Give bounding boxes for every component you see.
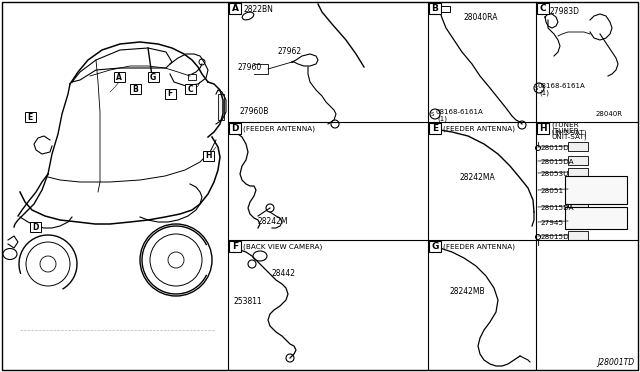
Bar	[429, 241, 441, 252]
Circle shape	[199, 59, 205, 65]
Text: 28242M: 28242M	[258, 217, 289, 226]
Bar	[229, 3, 241, 14]
Text: C: C	[187, 84, 193, 93]
Text: 27983D: 27983D	[549, 7, 579, 16]
Bar	[429, 3, 441, 14]
Circle shape	[286, 354, 294, 362]
Text: 28051: 28051	[540, 188, 563, 194]
Text: 27960B: 27960B	[240, 107, 269, 116]
Text: 28053U: 28053U	[540, 171, 568, 177]
Text: J28001TD: J28001TD	[597, 358, 634, 367]
Text: 08168-6161A: 08168-6161A	[537, 83, 585, 89]
Ellipse shape	[26, 242, 70, 286]
Text: F: F	[232, 242, 238, 251]
Text: 28442: 28442	[272, 269, 296, 278]
Circle shape	[536, 234, 541, 240]
Circle shape	[150, 234, 202, 286]
Bar	[568, 156, 588, 165]
Bar	[568, 217, 588, 226]
Bar	[537, 3, 549, 14]
Text: 28040R: 28040R	[596, 111, 623, 117]
Text: D: D	[32, 222, 38, 231]
Bar	[164, 89, 175, 99]
Text: 28015DA: 28015DA	[540, 205, 573, 211]
Text: (FEEDER ANTENNA): (FEEDER ANTENNA)	[443, 243, 515, 250]
Bar	[565, 207, 627, 229]
Bar	[229, 123, 241, 134]
Bar	[568, 185, 588, 194]
Text: UNIT-SAT): UNIT-SAT)	[551, 134, 587, 141]
Bar	[565, 176, 627, 204]
Text: (TUNER: (TUNER	[551, 128, 579, 135]
Bar	[184, 84, 195, 94]
Text: 28015DA: 28015DA	[540, 159, 573, 165]
Ellipse shape	[3, 248, 17, 260]
Circle shape	[266, 204, 274, 212]
Bar	[568, 231, 588, 240]
Text: 28015D: 28015D	[540, 234, 569, 240]
Text: E: E	[28, 112, 33, 122]
Bar	[568, 202, 588, 211]
Text: S: S	[430, 112, 434, 116]
Ellipse shape	[253, 251, 267, 261]
Text: 28242MA: 28242MA	[460, 173, 496, 182]
Circle shape	[518, 121, 526, 129]
Ellipse shape	[248, 260, 256, 268]
Text: C: C	[540, 4, 547, 13]
Bar	[537, 123, 549, 134]
Text: (1): (1)	[539, 89, 549, 96]
Bar	[113, 72, 125, 82]
Circle shape	[40, 256, 56, 272]
Bar	[188, 74, 196, 80]
Bar	[202, 151, 214, 161]
Text: (FEEDER ANTENNA): (FEEDER ANTENNA)	[443, 125, 515, 132]
Text: A: A	[116, 73, 122, 81]
Text: 253811: 253811	[233, 297, 262, 306]
Text: 28242MB: 28242MB	[450, 287, 486, 296]
Bar	[229, 241, 241, 252]
Bar	[429, 123, 441, 134]
Text: (FEEDER ANTENNA): (FEEDER ANTENNA)	[243, 125, 315, 132]
Circle shape	[430, 109, 440, 119]
Bar	[129, 84, 141, 94]
Bar	[29, 222, 40, 232]
Text: 28040RA: 28040RA	[464, 13, 499, 22]
Ellipse shape	[242, 12, 254, 20]
Text: S: S	[534, 86, 538, 90]
Text: 27960: 27960	[237, 63, 261, 72]
Bar	[432, 6, 450, 12]
Circle shape	[168, 252, 184, 268]
Text: E: E	[432, 124, 438, 133]
Circle shape	[534, 83, 544, 93]
Text: 27962: 27962	[278, 47, 302, 56]
Text: (BACK VIEW CAMERA): (BACK VIEW CAMERA)	[243, 243, 323, 250]
Text: G: G	[431, 242, 438, 251]
Text: (TUNER
UNIT-SAT): (TUNER UNIT-SAT)	[551, 122, 587, 135]
Circle shape	[331, 120, 339, 128]
Circle shape	[140, 224, 212, 296]
Text: 28015D: 28015D	[540, 145, 569, 151]
Text: D: D	[231, 124, 239, 133]
Text: B: B	[132, 84, 138, 93]
Text: 08168-6161A: 08168-6161A	[435, 109, 483, 115]
Text: G: G	[150, 73, 156, 81]
Bar	[147, 72, 159, 82]
Bar	[24, 112, 35, 122]
Text: 27945: 27945	[540, 220, 563, 226]
Text: A: A	[232, 4, 239, 13]
Bar	[568, 168, 588, 177]
Text: 2822BN: 2822BN	[243, 5, 273, 14]
Bar	[218, 94, 224, 120]
Circle shape	[536, 145, 541, 151]
Bar	[568, 142, 588, 151]
Text: (1): (1)	[437, 115, 447, 122]
Text: F: F	[168, 90, 173, 99]
Text: H: H	[205, 151, 211, 160]
Text: H: H	[539, 124, 547, 133]
Text: B: B	[431, 4, 438, 13]
